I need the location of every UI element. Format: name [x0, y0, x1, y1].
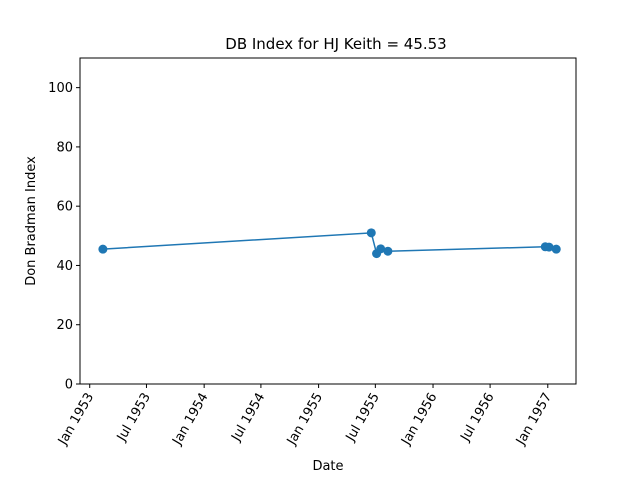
x-axis-title: Date — [312, 459, 343, 474]
data-point — [551, 244, 561, 254]
y-tick-label: 80 — [56, 140, 73, 155]
data-point — [383, 246, 393, 256]
y-tick-label: 40 — [56, 259, 73, 274]
y-tick-label: 20 — [56, 318, 73, 333]
axes-frame — [79, 57, 577, 385]
data-point — [376, 244, 386, 254]
y-tick-label: 0 — [65, 378, 73, 393]
chart-title: DB Index for HJ Keith = 45.53 — [225, 35, 446, 53]
data-point — [366, 228, 376, 238]
y-tick-label: 100 — [48, 81, 73, 96]
data-point — [544, 242, 554, 252]
data-point — [98, 244, 108, 254]
y-tick-label: 60 — [56, 200, 73, 215]
y-axis-title: Don Bradman Index — [24, 156, 39, 286]
